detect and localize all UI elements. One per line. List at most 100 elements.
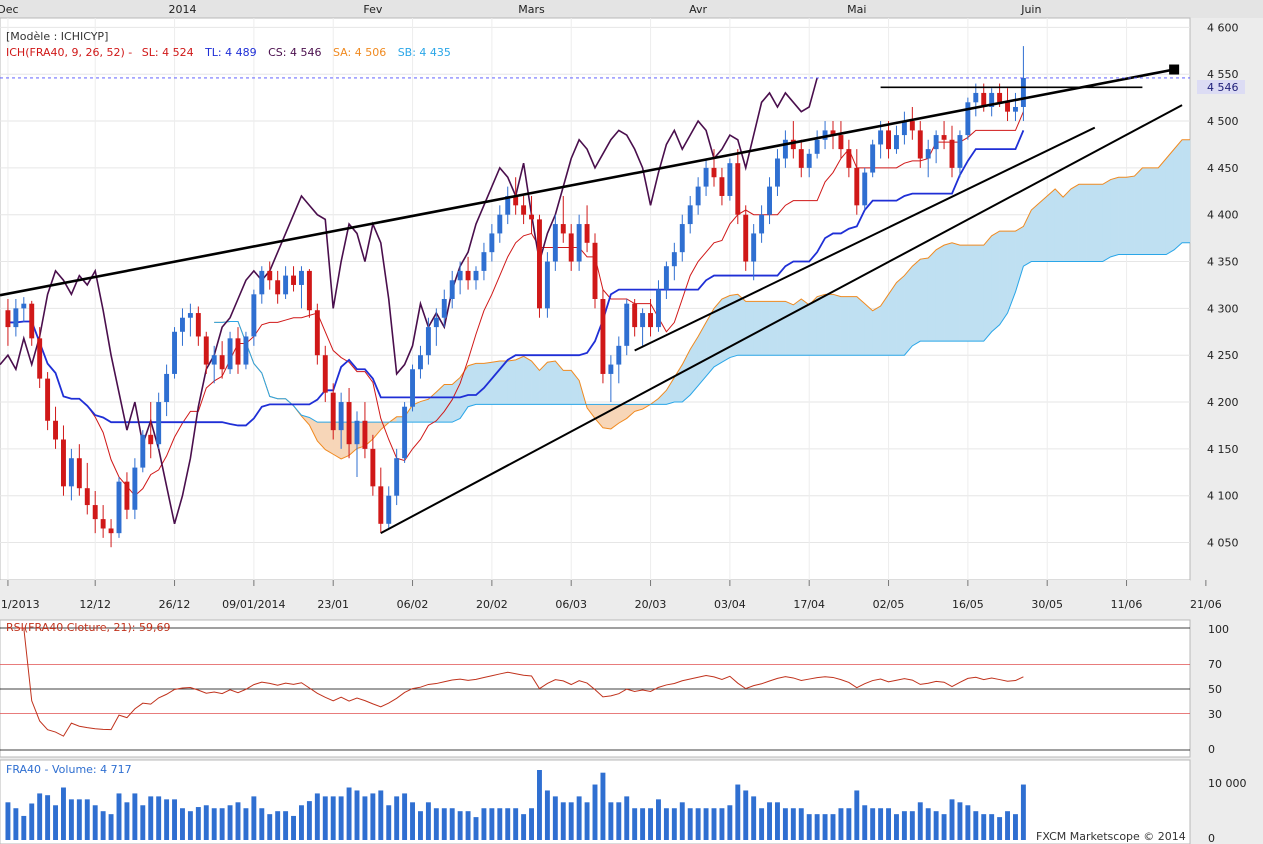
candle-body bbox=[84, 488, 90, 506]
candle-body bbox=[457, 270, 463, 281]
candle-body bbox=[584, 224, 590, 243]
volume-bar bbox=[822, 814, 828, 840]
candle-body bbox=[433, 317, 439, 328]
month-label: 2014 bbox=[168, 3, 196, 16]
volume-bar bbox=[267, 814, 273, 840]
volume-bar bbox=[306, 801, 312, 840]
candle-body bbox=[719, 177, 725, 196]
volume-bar bbox=[862, 805, 868, 840]
cs-label: CS: 4 546 bbox=[268, 46, 321, 59]
senkou-span-a bbox=[214, 139, 1190, 460]
candle-body bbox=[568, 233, 574, 262]
volume-bar bbox=[441, 808, 447, 840]
candle-body bbox=[227, 338, 233, 370]
volume-bar bbox=[1005, 811, 1010, 840]
cloud-segment bbox=[491, 360, 501, 405]
rsi-level-30: 30 bbox=[1208, 708, 1222, 721]
cloud-segment bbox=[967, 244, 977, 342]
x-tick-label: 30/05 bbox=[1031, 598, 1063, 611]
volume-bar bbox=[53, 805, 58, 840]
cloud-segment bbox=[1158, 157, 1167, 255]
candle-body bbox=[338, 402, 344, 431]
cloud-segment bbox=[896, 275, 905, 356]
volume-bar bbox=[640, 808, 646, 840]
candle-body bbox=[505, 195, 511, 215]
volume-bar bbox=[759, 808, 765, 840]
volume-bar bbox=[592, 784, 598, 840]
cloud-segment bbox=[959, 244, 969, 342]
y-tick-label: 4 250 bbox=[1207, 349, 1239, 362]
watermark: FXCM Marketscope © 2014 bbox=[1036, 830, 1186, 843]
volume-bar bbox=[227, 805, 233, 840]
volume-bar bbox=[481, 808, 487, 840]
volume-bar bbox=[378, 790, 384, 840]
candle-body bbox=[830, 130, 836, 136]
cloud-segment bbox=[1054, 188, 1064, 262]
candle-body bbox=[195, 313, 201, 337]
month-strip bbox=[0, 0, 1263, 18]
volume-bar bbox=[473, 817, 479, 840]
candle-body bbox=[552, 224, 558, 262]
volume-bar bbox=[21, 815, 27, 840]
volume-bar bbox=[465, 811, 471, 840]
candle-body bbox=[560, 224, 566, 234]
ichimoku-label: ICH(FRA40, 9, 26, 52) - bbox=[6, 46, 132, 59]
x-tick-label: 06/03 bbox=[555, 598, 587, 611]
cloud-segment bbox=[737, 293, 746, 356]
trendline bbox=[380, 104, 1183, 535]
candle-body bbox=[949, 139, 955, 168]
candle-body bbox=[267, 270, 273, 281]
rsi-level-100: 100 bbox=[1208, 623, 1229, 636]
x-tick-label: 23/01 bbox=[317, 598, 349, 611]
volume-bar bbox=[354, 790, 360, 840]
candle-body bbox=[21, 303, 27, 309]
chikou-span bbox=[0, 77, 818, 525]
candle-body bbox=[346, 402, 352, 445]
cloud-segment bbox=[872, 305, 881, 356]
volume-bar bbox=[92, 805, 98, 840]
cloud-segment bbox=[1165, 148, 1175, 255]
candle-body bbox=[663, 266, 669, 290]
candle-body bbox=[870, 144, 876, 173]
rsi-panel[interactable] bbox=[0, 619, 1191, 758]
candle-body bbox=[648, 313, 653, 328]
volume-bar bbox=[108, 814, 114, 840]
candle-body bbox=[156, 402, 162, 445]
cloud-segment bbox=[951, 242, 961, 342]
month-label: Avr bbox=[689, 3, 707, 16]
candle-body bbox=[68, 458, 74, 487]
volume-bar bbox=[370, 793, 376, 840]
volume-bar bbox=[140, 805, 146, 840]
month-label: Mai bbox=[847, 3, 866, 16]
rsi-line bbox=[15, 627, 1024, 737]
kijun-sen bbox=[7, 130, 1025, 427]
volume-bar bbox=[703, 808, 709, 840]
cloud-segment bbox=[547, 360, 556, 405]
volume-bar bbox=[949, 799, 955, 840]
cloud-segment bbox=[1031, 202, 1040, 262]
candle-body bbox=[1005, 102, 1010, 112]
volume-bar bbox=[61, 787, 66, 840]
volume-bar bbox=[608, 802, 614, 840]
candle-body bbox=[727, 163, 733, 196]
x-tick-label: 16/05 bbox=[952, 598, 984, 611]
volume-bar bbox=[909, 811, 915, 840]
candle-body bbox=[203, 336, 209, 365]
candle-body bbox=[124, 481, 130, 510]
cloud-segment bbox=[785, 300, 794, 356]
month-label: Juin bbox=[1020, 3, 1041, 16]
volume-bar bbox=[314, 793, 320, 840]
volume-bar bbox=[632, 808, 638, 840]
last-price-box bbox=[1197, 80, 1245, 94]
volume-bar bbox=[13, 808, 19, 840]
month-label: Mars bbox=[518, 3, 545, 16]
volume-bar bbox=[886, 808, 891, 840]
volume-bar bbox=[1013, 814, 1018, 840]
volume-bar bbox=[148, 796, 154, 840]
trendlines[interactable] bbox=[0, 64, 1190, 535]
volume-bar bbox=[989, 814, 995, 840]
month-label: Fev bbox=[363, 3, 382, 16]
cloud-segment bbox=[507, 359, 516, 405]
x-tick-label: 26/11/2013 bbox=[0, 598, 40, 611]
